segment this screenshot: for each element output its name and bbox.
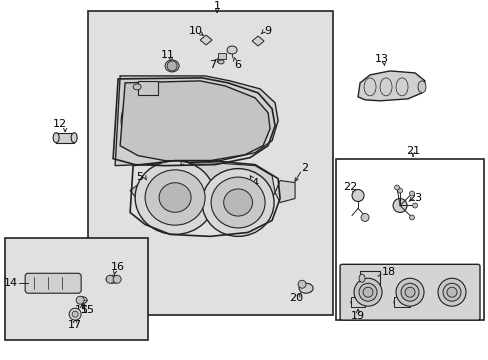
Bar — [5, 238, 148, 340]
Text: 14: 14 — [4, 278, 18, 288]
Polygon shape — [120, 81, 269, 161]
Ellipse shape — [190, 94, 260, 157]
Ellipse shape — [165, 60, 179, 72]
Text: 6: 6 — [234, 60, 241, 70]
Text: 23: 23 — [407, 193, 421, 203]
Text: 13: 13 — [374, 54, 388, 64]
Circle shape — [395, 278, 423, 306]
Bar — [56, 133, 74, 143]
Text: 11: 11 — [161, 50, 175, 60]
Circle shape — [106, 275, 114, 283]
Text: 16: 16 — [111, 262, 125, 272]
Circle shape — [167, 61, 177, 71]
Ellipse shape — [350, 297, 365, 307]
Circle shape — [360, 213, 368, 221]
Ellipse shape — [417, 81, 425, 93]
Ellipse shape — [202, 168, 273, 237]
Text: 1: 1 — [213, 1, 220, 11]
Text: 12: 12 — [53, 119, 67, 129]
Text: 22: 22 — [342, 181, 356, 192]
Circle shape — [362, 287, 372, 297]
Ellipse shape — [198, 102, 252, 150]
Bar — [218, 53, 225, 59]
Text: 9: 9 — [264, 26, 271, 36]
Text: 17: 17 — [68, 320, 82, 330]
Ellipse shape — [145, 170, 204, 225]
Text: 19: 19 — [350, 311, 365, 321]
Ellipse shape — [159, 183, 191, 212]
Circle shape — [351, 190, 363, 202]
Polygon shape — [152, 163, 275, 216]
Circle shape — [353, 278, 381, 306]
Circle shape — [72, 311, 78, 317]
Bar — [359, 271, 379, 285]
Ellipse shape — [71, 133, 77, 143]
Ellipse shape — [147, 107, 179, 135]
Ellipse shape — [121, 83, 204, 158]
FancyBboxPatch shape — [339, 264, 479, 320]
Polygon shape — [252, 36, 264, 46]
Ellipse shape — [299, 283, 312, 293]
Ellipse shape — [106, 275, 120, 283]
Bar — [350, 297, 365, 307]
Bar — [88, 11, 332, 315]
Circle shape — [358, 283, 376, 301]
Circle shape — [394, 185, 399, 190]
Text: 8: 8 — [133, 102, 141, 112]
Ellipse shape — [223, 189, 252, 216]
Text: 18: 18 — [381, 267, 395, 277]
Bar — [335, 159, 483, 320]
Text: 4: 4 — [251, 177, 258, 188]
Text: 10: 10 — [189, 26, 203, 36]
Circle shape — [113, 275, 121, 283]
Circle shape — [400, 283, 418, 301]
Text: 2: 2 — [301, 163, 308, 172]
Circle shape — [446, 287, 456, 297]
Ellipse shape — [218, 60, 224, 64]
Circle shape — [408, 215, 414, 220]
Circle shape — [298, 280, 305, 288]
Circle shape — [437, 278, 465, 306]
Circle shape — [69, 308, 81, 320]
Ellipse shape — [131, 92, 195, 149]
Polygon shape — [130, 176, 165, 203]
Text: 7: 7 — [209, 60, 216, 70]
Bar — [393, 297, 409, 307]
Circle shape — [76, 296, 84, 304]
Text: 5: 5 — [136, 172, 143, 181]
Circle shape — [442, 283, 460, 301]
Circle shape — [408, 191, 414, 196]
Text: 15: 15 — [81, 305, 95, 315]
Ellipse shape — [226, 46, 237, 54]
Circle shape — [397, 188, 402, 193]
Circle shape — [404, 287, 414, 297]
Text: 21: 21 — [405, 146, 419, 156]
FancyBboxPatch shape — [25, 273, 81, 293]
Bar — [138, 81, 158, 95]
Circle shape — [412, 203, 417, 208]
Text: 20: 20 — [288, 293, 303, 303]
Ellipse shape — [211, 177, 264, 228]
Ellipse shape — [53, 133, 59, 143]
Polygon shape — [200, 35, 212, 45]
Ellipse shape — [393, 297, 409, 307]
Polygon shape — [275, 181, 294, 203]
Ellipse shape — [133, 84, 141, 90]
Text: 3: 3 — [182, 154, 189, 164]
Ellipse shape — [358, 274, 365, 282]
Text: 15: 15 — [75, 305, 89, 315]
Polygon shape — [115, 76, 278, 166]
Circle shape — [392, 198, 406, 212]
Ellipse shape — [212, 114, 238, 138]
Ellipse shape — [135, 161, 215, 234]
Ellipse shape — [77, 297, 87, 304]
Polygon shape — [357, 71, 424, 101]
